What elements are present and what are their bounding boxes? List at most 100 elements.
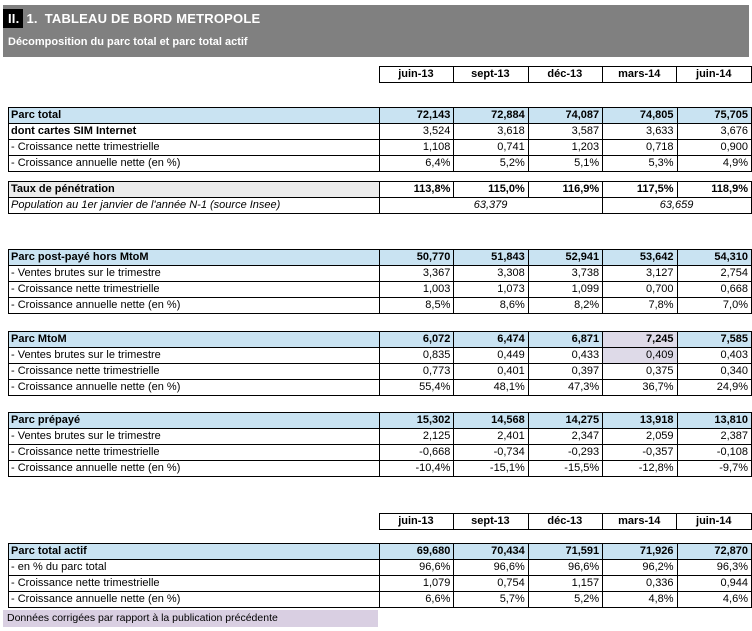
column-header-cell: déc-13	[527, 66, 604, 83]
section-index-badge: II.	[3, 9, 24, 28]
value-cell: 116,9%	[527, 181, 604, 198]
value-cell: 71,926	[602, 543, 678, 560]
column-header-row: juin-13 sept-13 déc-13 mars-14 juin-14	[8, 66, 752, 83]
title-bar: II. 1. TABLEAU DE BORD METROPOLE Décompo…	[3, 5, 749, 57]
value-cell: 2,059	[602, 428, 678, 445]
value-cell: 0,773	[378, 363, 455, 380]
value-cell: 5,3%	[602, 155, 678, 172]
value-cell: 4,9%	[676, 155, 752, 172]
value-cell: 72,870	[676, 543, 752, 560]
value-cell: 14,275	[527, 412, 604, 429]
value-cell: 5,2%	[527, 591, 604, 608]
section-header-row: Parc prépayé 15,302 14,568 14,275 13,918 13,8…	[8, 412, 752, 429]
column-header-cell: sept-13	[453, 66, 529, 83]
section-header-row: Parc total actif 69,680 70,434 71,591 71,926…	[8, 543, 752, 560]
value-cell: 47,3%	[527, 379, 604, 396]
population-value: 63,659	[602, 197, 752, 214]
value-cell: 113,8%	[378, 181, 455, 198]
value-cell: 96,3%	[676, 559, 752, 576]
data-row: dont cartes SIM Internet 3,524 3,618 3,587 3…	[8, 123, 752, 140]
value-cell: 0,754	[453, 575, 529, 592]
value-cell: 13,918	[602, 412, 678, 429]
row-label: - Croissance nette trimestrielle	[8, 139, 380, 156]
value-cell: 2,347	[527, 428, 604, 445]
value-cell: 1,157	[527, 575, 604, 592]
data-row: - Croissance annuelle nette (en %) 6,6% 5,…	[8, 591, 752, 608]
row-label: - Ventes brutes sur le trimestre	[8, 265, 380, 282]
section-label: Parc total	[8, 107, 380, 124]
section-label: Parc prépayé	[8, 412, 380, 429]
value-cell: 0,741	[453, 139, 529, 156]
data-row: - Croissance annuelle nette (en %) 8,5% 8,…	[8, 297, 752, 314]
value-cell: 96,6%	[453, 559, 529, 576]
column-header-cell: déc-13	[527, 513, 604, 530]
section-label: Parc total actif	[8, 543, 380, 560]
footer-area: Données corrigées par rapport à la publi…	[3, 608, 752, 627]
row-label: - Ventes brutes sur le trimestre	[8, 428, 380, 445]
value-cell: 0,944	[676, 575, 752, 592]
column-header-cell: juin-13	[378, 513, 455, 530]
population-row: Population au 1er janvier de l'année N-1…	[8, 197, 752, 214]
value-cell: 50,770	[378, 249, 455, 266]
value-cell: 5,7%	[453, 591, 529, 608]
section-number: 1.	[26, 11, 38, 26]
value-cell: 96,6%	[527, 559, 604, 576]
value-cell: 3,676	[676, 123, 752, 140]
value-cell: 0,397	[527, 363, 604, 380]
section-header-row: Parc total 72,143 72,884 74,087 74,805 75,705	[8, 107, 752, 124]
page-title-text: TABLEAU DE BORD METROPOLE	[44, 11, 261, 26]
value-cell: 15,302	[378, 412, 455, 429]
value-cell: 4,6%	[676, 591, 752, 608]
value-cell: 3,367	[378, 265, 455, 282]
value-cell: 7,0%	[676, 297, 752, 314]
table-header2: juin-13 sept-13 déc-13 mars-14 juin-14	[8, 513, 752, 530]
section-header-row: Taux de pénétration 113,8% 115,0% 116,9% 117…	[8, 181, 752, 198]
value-cell: 3,738	[527, 265, 604, 282]
value-cell: 53,642	[602, 249, 678, 266]
data-row: - Ventes brutes sur le trimestre 2,125 2,4…	[8, 428, 752, 445]
section-label: Parc post-payé hors MtoM	[8, 249, 380, 266]
column-header-cell: sept-13	[453, 513, 529, 530]
value-cell: 7,245	[602, 331, 678, 348]
page-subtitle: Décomposition du parc total et parc tota…	[8, 36, 248, 48]
value-cell: 24,9%	[676, 379, 752, 396]
value-cell: 3,633	[602, 123, 678, 140]
column-header-cell: juin-13	[378, 66, 455, 83]
table-actif: Parc total actif 69,680 70,434 71,591 71,926…	[8, 543, 752, 608]
value-cell: 1,003	[378, 281, 455, 298]
column-header-row: juin-13 sept-13 déc-13 mars-14 juin-14	[8, 513, 752, 530]
value-cell: 5,2%	[453, 155, 529, 172]
row-label: - Croissance nette trimestrielle	[8, 363, 380, 380]
value-cell: 6,4%	[378, 155, 455, 172]
value-cell: 2,387	[676, 428, 752, 445]
section-label: Parc MtoM	[8, 331, 380, 348]
value-cell: 1,203	[527, 139, 604, 156]
value-cell: -9,7%	[676, 460, 752, 477]
value-cell: 0,375	[602, 363, 678, 380]
value-cell: 0,668	[676, 281, 752, 298]
value-cell: 6,871	[527, 331, 604, 348]
data-row: - Croissance annuelle nette (en %) 6,4% 5,…	[8, 155, 752, 172]
population-value: 63,379	[378, 197, 604, 214]
row-label: - Croissance annuelle nette (en %)	[8, 460, 380, 477]
value-cell: 1,079	[378, 575, 455, 592]
value-cell: 7,8%	[602, 297, 678, 314]
value-cell: 0,401	[453, 363, 529, 380]
row-label: - Croissance annuelle nette (en %)	[8, 379, 380, 396]
data-row: - Ventes brutes sur le trimestre 3,367 3,3…	[8, 265, 752, 282]
data-row: - Ventes brutes sur le trimestre 0,835 0,4…	[8, 347, 752, 364]
value-cell: 118,9%	[676, 181, 752, 198]
data-row: - Croissance nette trimestrielle -0,668 -0…	[8, 444, 752, 461]
value-cell: 8,5%	[378, 297, 455, 314]
value-cell: 74,087	[527, 107, 604, 124]
value-cell: -0,293	[527, 444, 604, 461]
value-cell: 1,073	[453, 281, 529, 298]
row-label: - en % du parc total	[8, 559, 380, 576]
data-row: - Croissance nette trimestrielle 1,003 1,0…	[8, 281, 752, 298]
value-cell: 0,403	[676, 347, 752, 364]
value-cell: 69,680	[378, 543, 455, 560]
value-cell: 1,108	[378, 139, 455, 156]
section-label: Taux de pénétration	[8, 181, 380, 198]
value-cell: 117,5%	[602, 181, 678, 198]
value-cell: 74,805	[602, 107, 678, 124]
